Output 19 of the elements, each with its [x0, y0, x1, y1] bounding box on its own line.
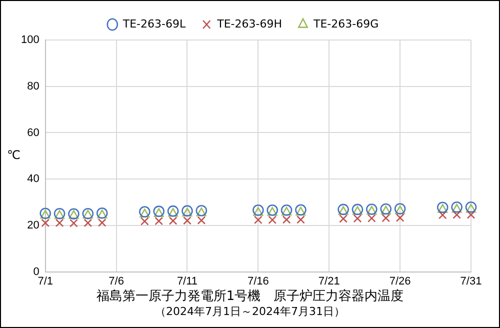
x-tick-label: 7/11 [176, 275, 198, 288]
y-tick-label: 40 [27, 173, 40, 186]
x-tick-label: 7/16 [247, 275, 269, 288]
y-tick-label: 100 [20, 34, 40, 46]
legend-label: TE-263-69H [216, 17, 282, 30]
legend-label: TE-263-69G [312, 17, 379, 30]
y-tick-label: 0 [33, 266, 40, 278]
y-tick-label: 20 [27, 219, 40, 232]
x-tick-label: 7/1 [38, 275, 53, 288]
text: （2024年7月1日～2024年7月31日） [154, 305, 346, 319]
x-tick-label: 7/6 [108, 275, 124, 288]
x-tick-label: 7/26 [389, 275, 411, 288]
y-axis-title: ℃ [7, 148, 20, 162]
y-tick-label: 80 [27, 80, 40, 92]
x-tick-label: 7/31 [460, 275, 482, 288]
legend-label: TE-263-69L [122, 17, 186, 30]
text: 福島第一原子力発電所1号機 原子炉圧力容器内温度 [95, 289, 405, 305]
y-tick-label: 60 [27, 126, 40, 139]
x-tick-label: 7/21 [318, 275, 340, 288]
